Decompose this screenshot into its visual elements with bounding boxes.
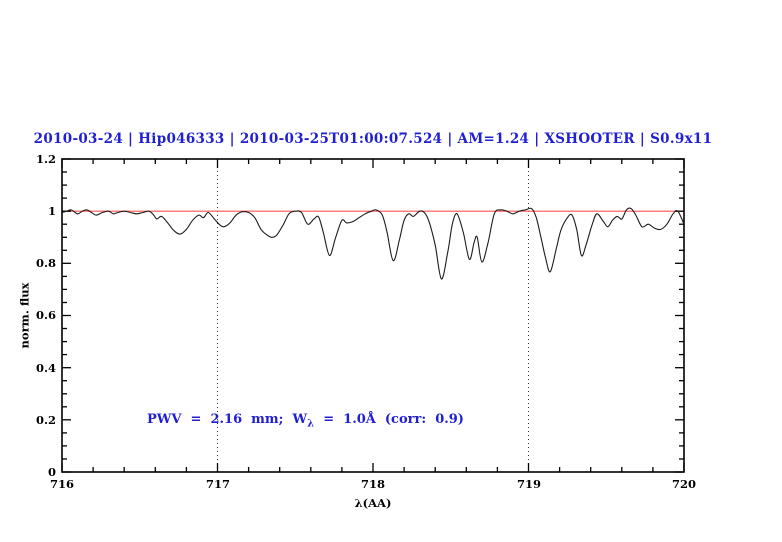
- x-tick-label: 716: [49, 477, 74, 491]
- y-tick-label: 0.8: [35, 256, 56, 270]
- pwv-annotation: PWV = 2.16 mm; Wλ = 1.0Å (corr: 0.9): [147, 412, 464, 430]
- x-tick-label: 718: [360, 477, 385, 491]
- pwv-annotation-suffix: = 1.0Å (corr: 0.9): [314, 412, 464, 427]
- plot-title: 2010-03-24 | Hip046333 | 2010-03-25T01:0…: [33, 131, 713, 147]
- x-tick-label: 719: [516, 477, 541, 491]
- x-tick-label: 720: [671, 477, 696, 491]
- x-tick-label: 717: [205, 477, 230, 491]
- y-tick-label: 0.6: [35, 308, 56, 322]
- pwv-annotation-prefix: PWV = 2.16 mm; W: [147, 412, 308, 427]
- y-tick-label: 1.2: [35, 152, 56, 166]
- y-tick-label: 0: [47, 465, 56, 479]
- y-tick-label: 0.4: [35, 361, 56, 375]
- y-tick-label: 0.2: [35, 413, 56, 427]
- pwv-annotation-lambda-subscript: λ: [307, 418, 315, 430]
- y-tick-label: 1: [47, 204, 56, 218]
- x-axis-label: λ(AA): [354, 496, 392, 510]
